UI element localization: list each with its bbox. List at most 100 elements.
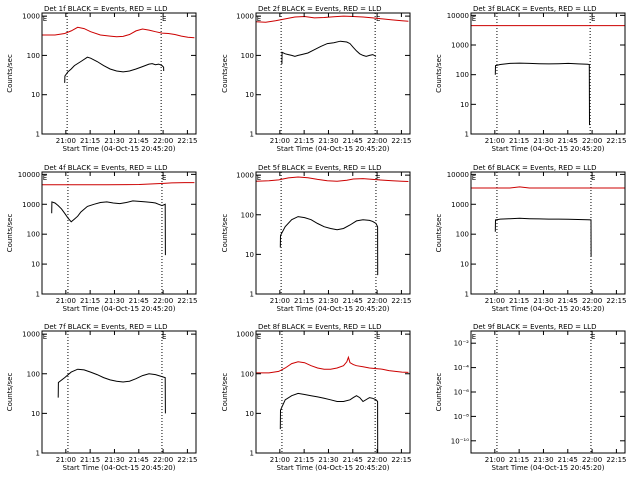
series-lld-line [42, 182, 195, 186]
y-tick-label: 1000 [22, 13, 40, 21]
x-tick-label: 21:15 [80, 137, 100, 145]
x-tick-label: 21:30 [318, 456, 338, 464]
x-tick-label: 22:15 [606, 456, 626, 464]
panel-title: Det 8f BLACK = Events, RED = LLD [258, 323, 381, 331]
panel-det-7: Det 7f BLACK = Events, RED = LLD E E 21:00 2… [6, 323, 198, 472]
y-tick-label: 1 [250, 450, 254, 458]
x-tick-label: 22:00 [582, 297, 602, 305]
y-tick-label: 100 [456, 231, 469, 239]
x-tick-label: 21:15 [509, 297, 529, 305]
y-tick-label: 10 [460, 261, 469, 269]
y-tick-label: 1 [465, 131, 469, 139]
panel-title: Det 5f BLACK = Events, RED = LLD [258, 164, 381, 172]
x-tick-label: 21:30 [318, 137, 338, 145]
series-events-line [64, 56, 165, 83]
x-tick-label: 21:00 [56, 297, 76, 305]
x-tick-label: 21:15 [80, 456, 100, 464]
x-tick-label: 22:00 [367, 297, 387, 305]
y-tick-label: 100 [27, 370, 40, 378]
marker-label: E [472, 15, 476, 23]
x-tick-label: 21:45 [129, 137, 149, 145]
x-tick-label: 21:15 [294, 137, 314, 145]
y-axis-label: Counts/sec [221, 373, 229, 412]
x-axis-label: Start Time (04-Oct-15 20:45:20) [63, 464, 176, 472]
y-tick-label: 10⁻² [454, 340, 470, 348]
series-events-line [494, 217, 592, 257]
y-tick-label: 10⁻⁶ [454, 389, 470, 397]
y-tick-label: 1000 [236, 172, 254, 180]
y-tick-label: 10⁻⁴ [454, 364, 470, 372]
y-tick-label: 1 [36, 450, 40, 458]
series-events-line [281, 40, 377, 65]
x-axis-label: Start Time (04-Oct-15 20:45:20) [63, 305, 176, 313]
marker-label: E [472, 333, 476, 341]
y-axis-label: Counts/sec [435, 54, 443, 93]
panel-det-5: Det 5f BLACK = Events, RED = LLD E E 21:00 2… [221, 164, 412, 313]
x-tick-label: 22:15 [177, 137, 197, 145]
plot-frame [470, 171, 626, 295]
marker-label: E [591, 15, 595, 23]
plot-frame [41, 12, 197, 135]
marker-label: E [376, 333, 380, 341]
series-events-line [51, 200, 166, 256]
x-tick-label: 21:15 [509, 137, 529, 145]
y-tick-label: 10 [245, 91, 254, 99]
y-tick-label: 100 [27, 52, 40, 60]
x-tick-label: 22:00 [582, 137, 602, 145]
y-tick-label: 1000 [451, 42, 469, 50]
y-axis-label: Counts/sec [435, 214, 443, 253]
panel-title: Det 6f BLACK = Events, RED = LLD [473, 164, 596, 172]
panel-title: Det 4f BLACK = Events, RED = LLD [44, 164, 167, 172]
y-tick-label: 10 [31, 91, 40, 99]
y-tick-label: 100 [456, 71, 469, 79]
x-tick-label: 21:30 [533, 297, 553, 305]
panel-det-8: Det 8f BLACK = Events, RED = LLD E E 21:00 2… [221, 323, 412, 472]
x-tick-label: 22:15 [391, 137, 411, 145]
x-tick-label: 21:45 [129, 456, 149, 464]
y-tick-label: 1000 [451, 201, 469, 209]
x-axis-label: Start Time (04-Oct-15 20:45:20) [492, 305, 605, 313]
x-tick-label: 22:00 [367, 456, 387, 464]
y-axis-label: Counts/sec [6, 214, 14, 253]
plot-frame [470, 12, 626, 135]
y-tick-label: 100 [241, 52, 254, 60]
x-axis-label: Start Time (04-Oct-15 20:45:20) [277, 464, 390, 472]
x-tick-label: 21:30 [104, 297, 124, 305]
series-lld-line [471, 186, 625, 189]
x-tick-label: 22:00 [153, 456, 173, 464]
x-axis-label: Start Time (04-Oct-15 20:45:20) [492, 145, 605, 153]
x-tick-label: 21:30 [533, 137, 553, 145]
series-events-line [279, 392, 379, 454]
x-tick-label: 21:45 [558, 456, 578, 464]
series-events-line [494, 62, 590, 126]
y-tick-label: 10 [31, 410, 40, 418]
x-tick-label: 21:00 [270, 456, 290, 464]
marker-label: E [257, 333, 261, 341]
panel-det-6: Det 6f BLACK = Events, RED = LLD E E 21:00 2… [435, 164, 627, 313]
y-tick-label: 10⁻¹⁰ [451, 437, 469, 445]
y-tick-label: 10 [245, 251, 254, 259]
x-tick-label: 21:15 [294, 456, 314, 464]
y-tick-label: 10 [245, 410, 254, 418]
panel-det-3: Det 3f BLACK = Events, RED = LLD E E 21:00 2… [435, 5, 627, 153]
x-tick-label: 22:15 [606, 297, 626, 305]
panel-title: Det 1f BLACK = Events, RED = LLD [44, 5, 167, 13]
y-tick-label: 1 [36, 131, 40, 139]
plot-frame [41, 330, 197, 454]
x-tick-label: 21:15 [294, 297, 314, 305]
series-lld-line [255, 15, 409, 23]
panel-title: Det 9f BLACK = Events, RED = LLD [473, 323, 596, 331]
y-tick-label: 1 [250, 131, 254, 139]
x-axis-label: Start Time (04-Oct-15 20:45:20) [277, 145, 390, 153]
x-axis-label: Start Time (04-Oct-15 20:45:20) [63, 145, 176, 153]
marker-label: E [162, 333, 166, 341]
panel-det-2: Det 2f BLACK = Events, RED = LLD E E 21:00 2… [221, 5, 412, 153]
y-tick-label: 1 [250, 291, 254, 299]
x-tick-label: 22:15 [177, 456, 197, 464]
marker-label: E [257, 15, 261, 23]
x-tick-label: 21:30 [104, 456, 124, 464]
series-lld-line [256, 355, 409, 374]
plot-frame [470, 330, 626, 454]
y-tick-label: 100 [27, 231, 40, 239]
series-events-line [279, 216, 379, 276]
